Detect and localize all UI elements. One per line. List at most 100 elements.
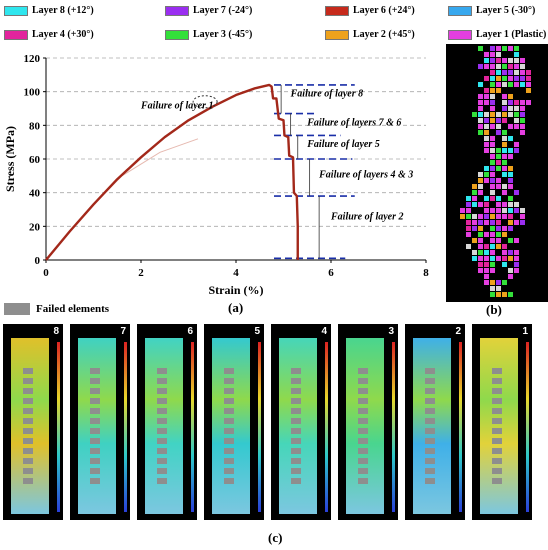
layer-number: 5 xyxy=(254,326,260,337)
voxel-element xyxy=(496,220,501,225)
color-scale-bar xyxy=(392,342,395,512)
voxel-element xyxy=(472,220,477,225)
voxel-element xyxy=(502,292,507,297)
failed-elements-region xyxy=(358,368,368,488)
legend-label: Layer 1 (Plastic) xyxy=(476,29,547,40)
voxel-element xyxy=(490,292,495,297)
voxel-element xyxy=(478,46,483,51)
voxel-element xyxy=(508,274,513,279)
voxel-element xyxy=(478,100,483,105)
layer-number: 8 xyxy=(53,326,59,337)
layer-number: 3 xyxy=(388,326,394,337)
contour-plate xyxy=(480,338,518,514)
voxel-element xyxy=(466,220,471,225)
voxel-element xyxy=(514,124,519,129)
failed-elements-region xyxy=(224,368,234,488)
color-scale-bar xyxy=(325,342,328,512)
voxel-element xyxy=(496,112,501,117)
y-tick-label: 0 xyxy=(35,255,41,267)
voxel-element xyxy=(508,208,513,213)
y-axis-label: Stress (MPa) xyxy=(3,126,17,192)
voxel-element xyxy=(514,262,519,267)
voxel-element xyxy=(520,58,525,63)
voxel-element xyxy=(508,94,513,99)
voxel-element xyxy=(508,64,513,69)
voxel-element xyxy=(472,202,477,207)
voxel-element xyxy=(478,202,483,207)
voxel-element xyxy=(514,70,519,75)
voxel-element xyxy=(502,154,507,159)
voxel-element xyxy=(472,190,477,195)
voxel-element xyxy=(514,46,519,51)
legend-label: Layer 2 (+45°) xyxy=(353,29,415,40)
contour-plate xyxy=(11,338,49,514)
legend-label: Layer 7 (-24°) xyxy=(193,5,253,16)
voxel-element xyxy=(502,280,507,285)
voxel-element xyxy=(496,178,501,183)
voxel-element xyxy=(484,94,489,99)
voxel-element xyxy=(484,232,489,237)
contour-plate xyxy=(78,338,116,514)
voxel-element xyxy=(490,100,495,105)
voxel-element xyxy=(502,136,507,141)
voxel-element xyxy=(514,112,519,117)
voxel-element xyxy=(478,94,483,99)
voxel-element xyxy=(484,250,489,255)
voxel-element xyxy=(478,124,483,129)
voxel-element xyxy=(484,220,489,225)
voxel-element xyxy=(508,184,513,189)
voxel-element xyxy=(472,214,477,219)
legend-item: Layer 7 (-24°) xyxy=(165,5,252,16)
voxel-element xyxy=(514,190,519,195)
voxel-element xyxy=(502,172,507,177)
legend-swatch xyxy=(4,5,28,16)
voxel-element xyxy=(484,280,489,285)
voxel-element xyxy=(484,136,489,141)
voxel-element xyxy=(490,154,495,159)
voxel-element xyxy=(508,178,513,183)
voxel-element xyxy=(508,46,513,51)
layer-number: 2 xyxy=(455,326,461,337)
voxel-element xyxy=(496,280,501,285)
voxel-element xyxy=(520,208,525,213)
legend-label: Layer 4 (+30°) xyxy=(32,29,94,40)
voxel-element xyxy=(508,136,513,141)
voxel-element xyxy=(490,226,495,231)
voxel-element xyxy=(478,64,483,69)
legend-item: Layer 8 (+12°) xyxy=(4,5,94,16)
failed-elements-region xyxy=(492,368,502,488)
legend-item: Layer 3 (-45°) xyxy=(165,29,252,40)
voxel-element xyxy=(466,226,471,231)
voxel-element xyxy=(520,118,525,123)
voxel-element xyxy=(520,220,525,225)
legend-label: Layer 5 (-30°) xyxy=(476,5,536,16)
voxel-element xyxy=(478,250,483,255)
voxel-element xyxy=(508,124,513,129)
voxel-element xyxy=(472,250,477,255)
voxel-element xyxy=(514,64,519,69)
contour-plate xyxy=(346,338,384,514)
y-tick-label: 20 xyxy=(29,221,41,233)
voxel-element xyxy=(460,208,465,213)
figure-label-a: (a) xyxy=(228,300,244,315)
voxel-element xyxy=(496,118,501,123)
voxel-element xyxy=(490,82,495,87)
legend-item: Layer 1 (Plastic) xyxy=(448,29,546,40)
voxel-element xyxy=(508,148,513,153)
voxel-element xyxy=(484,76,489,81)
voxel-element xyxy=(502,184,507,189)
legend-label: Layer 3 (-45°) xyxy=(193,29,253,40)
voxel-element xyxy=(496,58,501,63)
voxel-element xyxy=(490,178,495,183)
voxel-element xyxy=(496,154,501,159)
voxel-element xyxy=(508,292,513,297)
voxel-element xyxy=(520,100,525,105)
voxel-element xyxy=(484,208,489,213)
failure-annotation: Failure of layer 1 xyxy=(140,101,214,112)
y-tick-label: 40 xyxy=(29,188,41,200)
voxel-element xyxy=(478,178,483,183)
legend-swatch xyxy=(4,29,28,40)
voxel-element xyxy=(496,256,501,261)
voxel-element xyxy=(496,196,501,201)
voxel-element xyxy=(490,262,495,267)
